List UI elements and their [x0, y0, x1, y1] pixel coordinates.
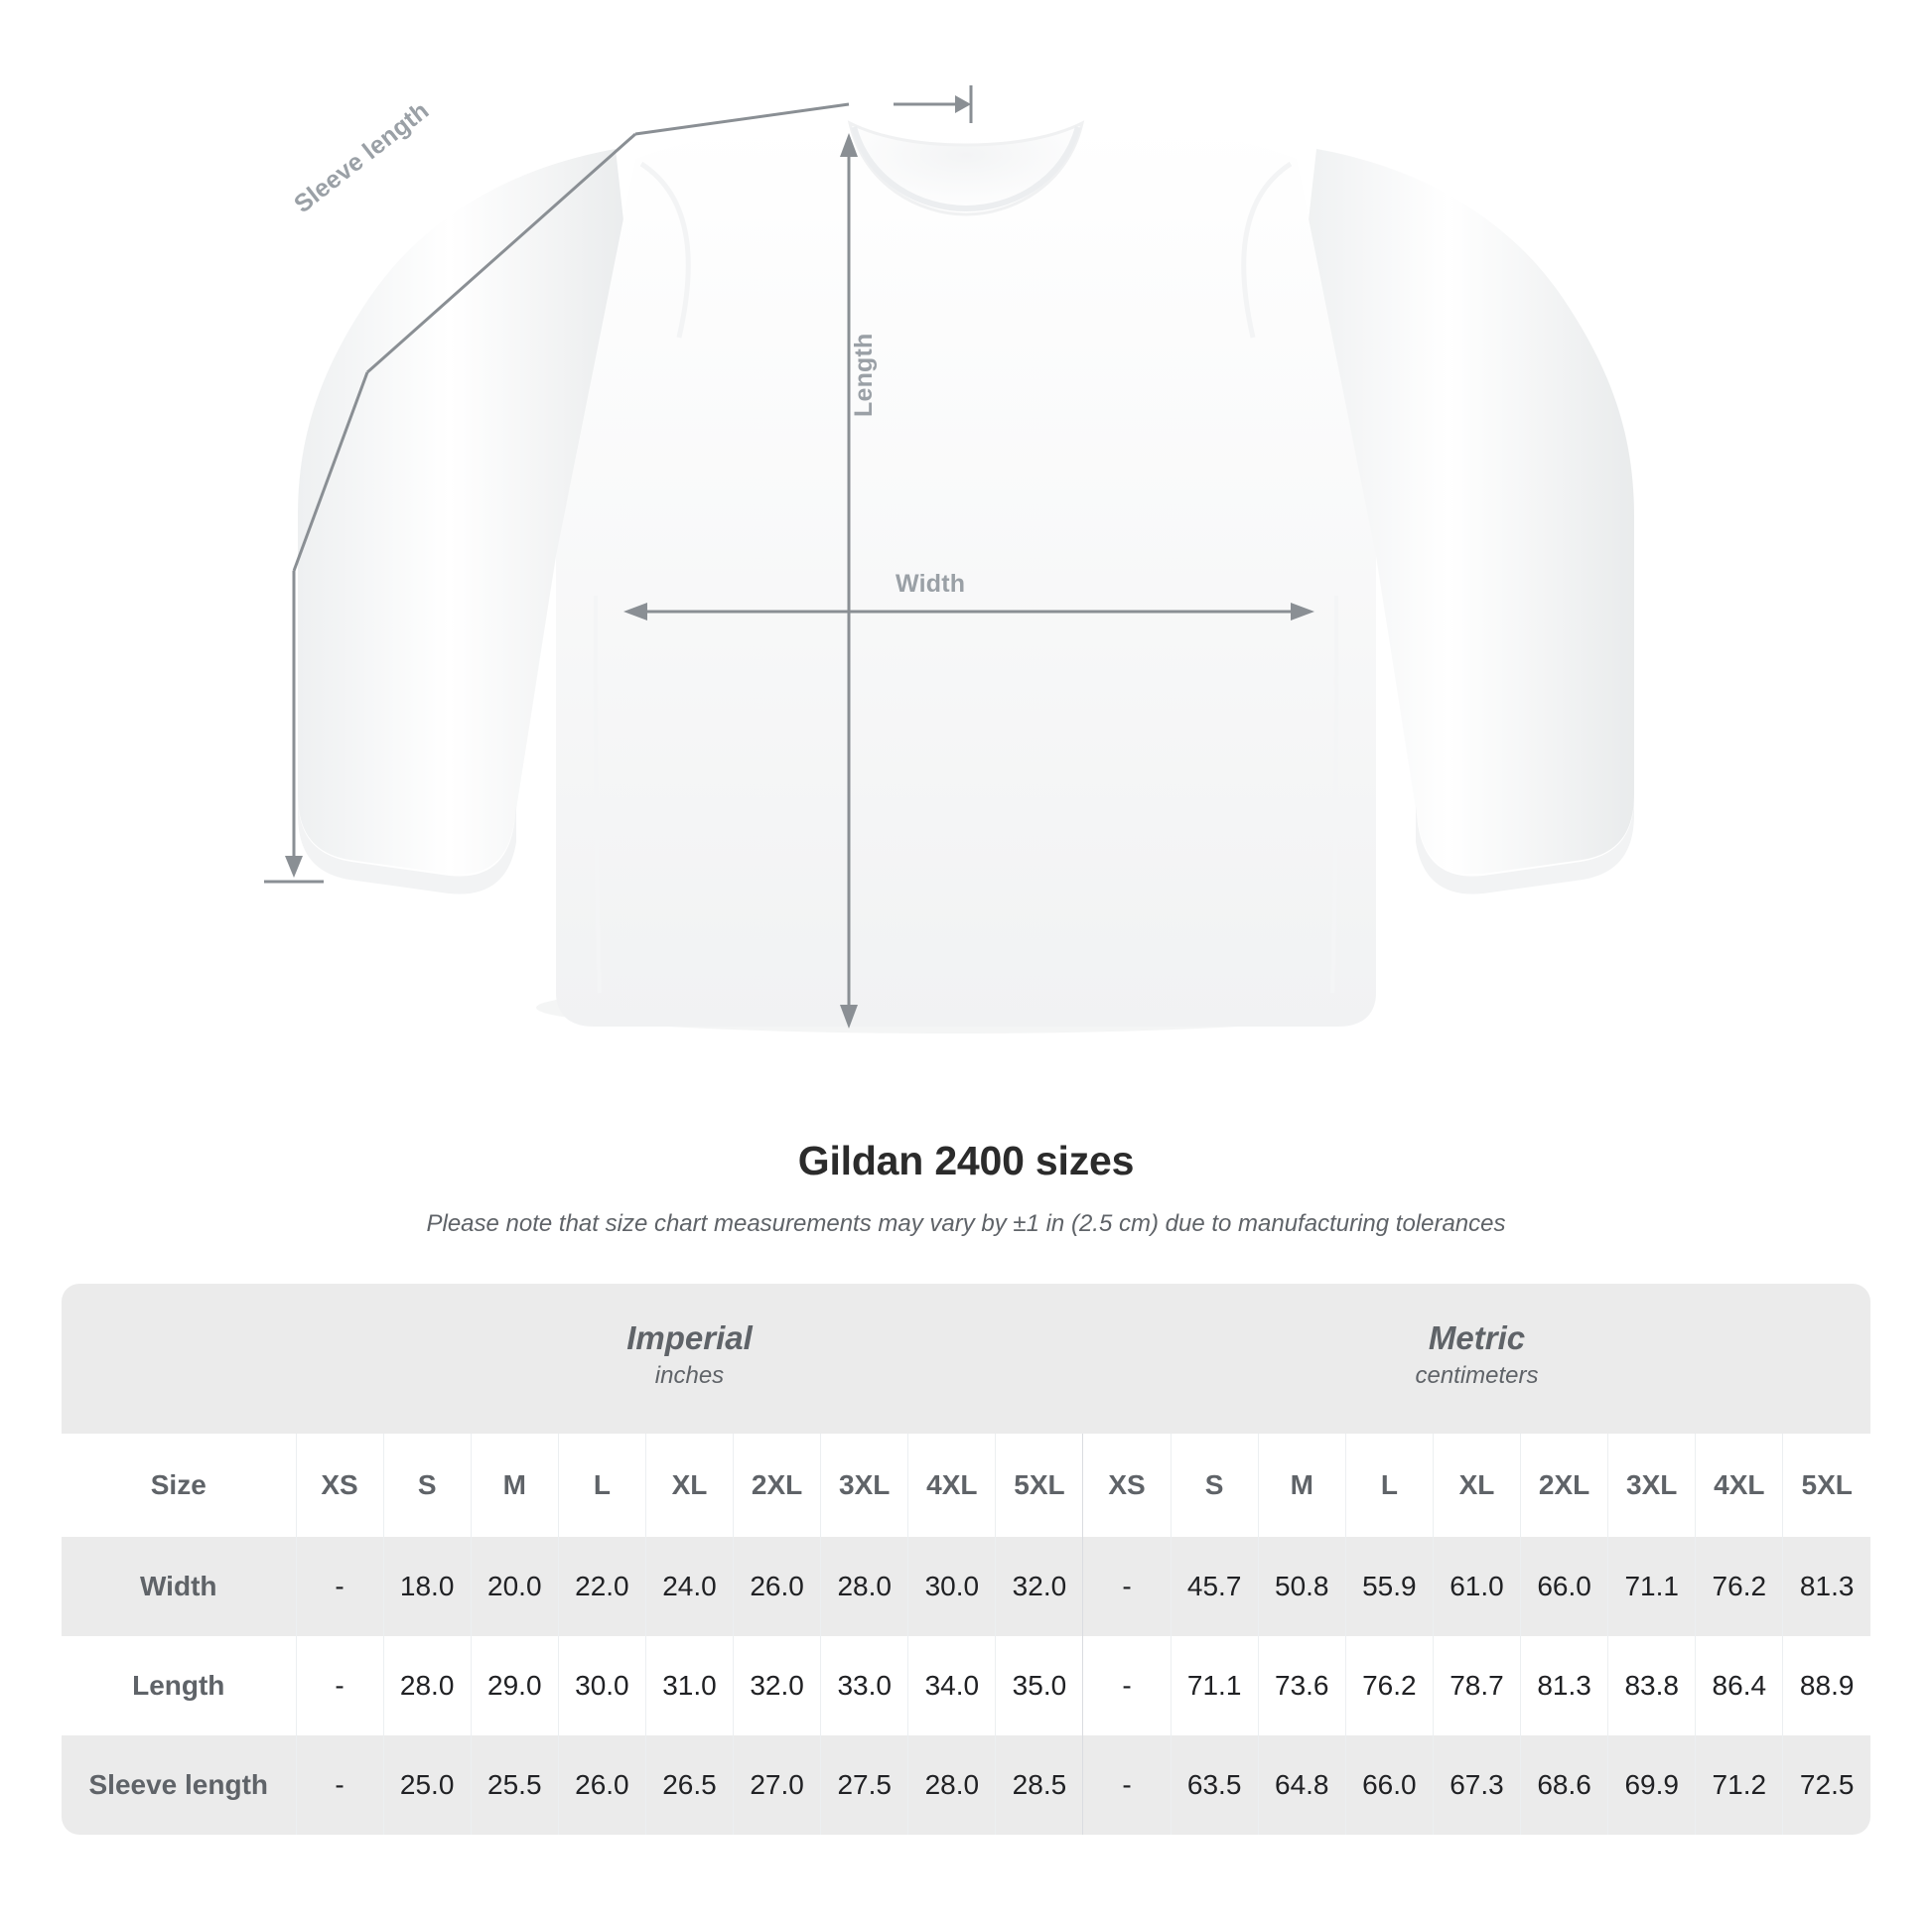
column-header-s: S	[382, 1434, 472, 1538]
cell-width-metric-4xl: 76.2	[1695, 1537, 1783, 1637]
cell-sleeve-length-imperial-xs: -	[295, 1735, 384, 1836]
cell-length-metric-s: 71.1	[1170, 1636, 1259, 1736]
cell-sleeve-length-metric-3xl: 69.9	[1607, 1735, 1696, 1836]
column-header-size: Size	[62, 1434, 296, 1538]
cell-length-imperial-m: 29.0	[470, 1636, 559, 1736]
cell-length-imperial-5xl: 35.0	[995, 1636, 1083, 1736]
unit-row-spacer	[62, 1284, 296, 1435]
cell-length-metric-m: 73.6	[1257, 1636, 1346, 1736]
table-row: Width -18.0 20.0 22.0 24.0 26.0 28.0 30.0 32.0-4…	[62, 1537, 1870, 1637]
column-header-5xl: 5XL	[1782, 1434, 1870, 1538]
column-header-2xl: 2XL	[1520, 1434, 1608, 1538]
cell-length-metric-2xl: 81.3	[1520, 1636, 1608, 1736]
unit-group-subtitle: centimeters	[1415, 1362, 1539, 1390]
cell-length-metric-4xl: 86.4	[1695, 1636, 1783, 1736]
unit-group-subtitle: inches	[654, 1362, 725, 1390]
column-header-3xl: 3XL	[820, 1434, 908, 1538]
cell-sleeve-length-metric-xl: 67.3	[1432, 1735, 1521, 1836]
garment-illustration	[264, 85, 1634, 1034]
cell-width-metric-2xl: 66.0	[1520, 1537, 1608, 1637]
cell-sleeve-length-imperial-2xl: 27.0	[733, 1735, 821, 1836]
chart-header: Gildan 2400 sizes Please note that size …	[0, 1138, 1932, 1238]
column-header-l: L	[557, 1434, 646, 1538]
column-header-xs: XS	[1082, 1434, 1172, 1538]
cell-sleeve-length-imperial-5xl: 28.5	[995, 1735, 1083, 1836]
cell-width-imperial-5xl: 32.0	[995, 1537, 1083, 1637]
cell-width-metric-s: 45.7	[1170, 1537, 1259, 1637]
cell-width-imperial-m: 20.0	[470, 1537, 559, 1637]
cell-sleeve-length-metric-xs: -	[1082, 1735, 1172, 1836]
column-header-2xl: 2XL	[733, 1434, 821, 1538]
table-row: Length -28.0 29.0 30.0 31.0 32.0 33.0 34.0 35.0-…	[62, 1636, 1870, 1736]
cell-length-imperial-2xl: 32.0	[733, 1636, 821, 1736]
cell-length-imperial-xs: -	[295, 1636, 384, 1736]
diagram-label-length: Length	[850, 333, 878, 417]
column-header-4xl: 4XL	[1695, 1434, 1783, 1538]
cell-length-imperial-l: 30.0	[557, 1636, 646, 1736]
unit-group-name: Imperial	[626, 1319, 753, 1356]
cell-width-metric-3xl: 71.1	[1607, 1537, 1696, 1637]
cell-length-imperial-s: 28.0	[382, 1636, 472, 1736]
cell-width-imperial-3xl: 28.0	[820, 1537, 908, 1637]
cell-width-imperial-xs: -	[295, 1537, 384, 1637]
cell-length-metric-5xl: 88.9	[1782, 1636, 1870, 1736]
cell-width-imperial-xl: 24.0	[644, 1537, 734, 1637]
cell-sleeve-length-imperial-l: 26.0	[557, 1735, 646, 1836]
column-header-xs: XS	[295, 1434, 384, 1538]
cell-width-metric-5xl: 81.3	[1782, 1537, 1870, 1637]
cell-length-metric-xl: 78.7	[1432, 1636, 1521, 1736]
column-header-m: M	[1257, 1434, 1346, 1538]
unit-group-imperial: Imperial inches	[296, 1284, 1083, 1435]
cell-length-metric-3xl: 83.8	[1607, 1636, 1696, 1736]
column-header-s: S	[1170, 1434, 1259, 1538]
cell-length-metric-l: 76.2	[1344, 1636, 1434, 1736]
cell-length-imperial-xl: 31.0	[644, 1636, 734, 1736]
page-title: Gildan 2400 sizes	[797, 1138, 1135, 1183]
cell-sleeve-length-metric-4xl: 71.2	[1695, 1735, 1783, 1836]
garment-diagram: Sleeve length Length Width	[264, 85, 1634, 1034]
diagram-label-width: Width	[896, 570, 966, 598]
cell-length-imperial-3xl: 33.0	[820, 1636, 908, 1736]
cell-width-metric-xl: 61.0	[1432, 1537, 1521, 1637]
cell-sleeve-length-metric-2xl: 68.6	[1520, 1735, 1608, 1836]
row-label-length: Length	[62, 1636, 296, 1736]
cell-width-imperial-l: 22.0	[557, 1537, 646, 1637]
column-header-5xl: 5XL	[995, 1434, 1083, 1538]
cell-sleeve-length-metric-s: 63.5	[1170, 1735, 1259, 1836]
column-header-l: L	[1344, 1434, 1434, 1538]
column-header-4xl: 4XL	[907, 1434, 996, 1538]
cell-width-imperial-s: 18.0	[382, 1537, 472, 1637]
cell-sleeve-length-imperial-xl: 26.5	[644, 1735, 734, 1836]
cell-width-imperial-4xl: 30.0	[907, 1537, 996, 1637]
cell-width-imperial-2xl: 26.0	[733, 1537, 821, 1637]
cell-sleeve-length-imperial-m: 25.5	[470, 1735, 559, 1836]
cell-sleeve-length-imperial-s: 25.0	[382, 1735, 472, 1836]
row-label-width: Width	[62, 1537, 296, 1637]
cell-width-metric-xs: -	[1082, 1537, 1172, 1637]
cell-length-imperial-4xl: 34.0	[907, 1636, 996, 1736]
column-header-m: M	[470, 1434, 559, 1538]
unit-group-name: Metric	[1428, 1319, 1526, 1356]
size-table-container: Imperial inches Metric centimeters Size XS S M L…	[62, 1284, 1870, 1836]
cell-width-metric-m: 50.8	[1257, 1537, 1346, 1637]
row-label-sleeve-length: Sleeve length	[62, 1735, 296, 1836]
size-header-row: Size XS S M L XL 2XL 3XL 4XL 5XL XS S M L XL 2XL 3XL 4XL 5…	[62, 1434, 1870, 1538]
cell-sleeve-length-metric-m: 64.8	[1257, 1735, 1346, 1836]
cell-sleeve-length-metric-l: 66.0	[1344, 1735, 1434, 1836]
tolerance-note: Please note that size chart measurements…	[426, 1210, 1506, 1237]
cell-length-metric-xs: -	[1082, 1636, 1172, 1736]
unit-group-row: Imperial inches Metric centimeters	[62, 1284, 1870, 1435]
cell-sleeve-length-imperial-4xl: 28.0	[907, 1735, 996, 1836]
unit-group-metric: Metric centimeters	[1082, 1284, 1870, 1435]
size-chart-table: Imperial inches Metric centimeters Size XS S M L…	[62, 1284, 1870, 1836]
cell-width-metric-l: 55.9	[1344, 1537, 1434, 1637]
table-row: Sleeve length -25.0 25.5 26.0 26.5 27.0 27.5 28…	[62, 1735, 1870, 1836]
column-header-xl: XL	[644, 1434, 734, 1538]
cell-sleeve-length-imperial-3xl: 27.5	[820, 1735, 908, 1836]
column-header-3xl: 3XL	[1607, 1434, 1696, 1538]
column-header-xl: XL	[1432, 1434, 1521, 1538]
cell-sleeve-length-metric-5xl: 72.5	[1782, 1735, 1870, 1836]
